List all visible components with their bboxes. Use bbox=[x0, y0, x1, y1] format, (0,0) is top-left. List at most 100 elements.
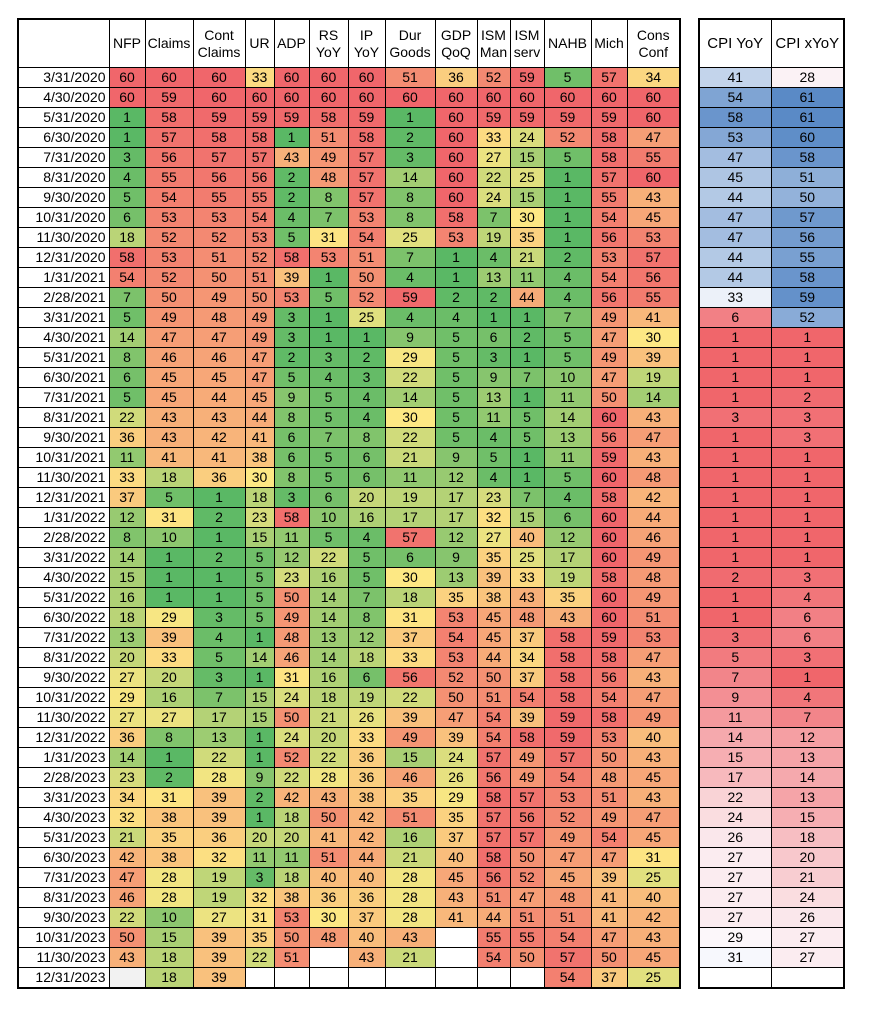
rank-cell: 55 bbox=[192, 187, 246, 208]
rank-cell: 1 bbox=[308, 267, 349, 288]
cpi-cell: 1 bbox=[770, 667, 845, 688]
table-row: 9/30/2020 5 54 55 55 2 8 57 8 60 24 15 1 55 43 bbox=[17, 187, 681, 208]
rank-cell: 23 bbox=[476, 487, 511, 508]
rank-cell: 59 bbox=[144, 87, 194, 108]
rank-cell: 19 bbox=[384, 487, 436, 508]
cpi-cell: 52 bbox=[770, 307, 845, 328]
rank-cell: 7 bbox=[192, 687, 246, 708]
table-row: 7/31/2023 47 28 19 3 18 40 40 28 45 56 52 45 39 25 bbox=[17, 867, 681, 888]
rank-cell: 43 bbox=[626, 667, 681, 688]
rank-cell: 26 bbox=[347, 707, 386, 728]
rank-cell: 55 bbox=[244, 187, 275, 208]
rank-cell: 56 bbox=[192, 167, 246, 188]
rank-cell: 55 bbox=[476, 927, 511, 948]
date-cell: 1/31/2022 bbox=[17, 507, 110, 528]
rank-cell: 2 bbox=[273, 187, 310, 208]
rank-cell: 6 bbox=[273, 447, 310, 468]
rank-cell: 47 bbox=[192, 327, 246, 348]
rank-cell: 54 bbox=[476, 947, 511, 968]
rank-cell: 18 bbox=[144, 967, 194, 989]
cpi-row: 24 15 bbox=[698, 807, 845, 828]
cpi-cell: 57 bbox=[770, 207, 845, 228]
rank-cell: 25 bbox=[509, 167, 545, 188]
rank-cell: 4 bbox=[476, 247, 511, 268]
date-cell: 3/31/2020 bbox=[17, 67, 110, 88]
rank-cell: 33 bbox=[384, 647, 436, 668]
table-row: 3/31/2022 14 1 2 5 12 22 5 6 9 35 25 17 60 49 bbox=[17, 547, 681, 568]
rank-cell: 50 bbox=[273, 587, 310, 608]
rank-cell: 60 bbox=[108, 87, 146, 108]
rank-cell: 35 bbox=[384, 787, 436, 808]
table-row: 9/30/2023 22 10 27 31 53 30 37 28 41 44 51 51 41 42 bbox=[17, 907, 681, 928]
cpi-cell: 3 bbox=[770, 427, 845, 448]
rank-cell: 14 bbox=[626, 387, 681, 408]
rank-cell: 19 bbox=[192, 887, 246, 908]
rank-cell: 49 bbox=[626, 587, 681, 608]
rank-cell: 14 bbox=[384, 167, 436, 188]
rank-cell: 51 bbox=[509, 907, 545, 928]
rank-cell: 18 bbox=[108, 607, 146, 628]
rank-cell: 19 bbox=[347, 687, 386, 708]
rank-cell: 41 bbox=[144, 447, 194, 468]
rank-cell: 22 bbox=[244, 947, 275, 968]
rank-cell: 53 bbox=[244, 227, 275, 248]
rank-cell: 18 bbox=[384, 587, 436, 608]
table-row: 7/31/2020 3 56 57 57 43 49 57 3 60 27 15 5 58 55 bbox=[17, 147, 681, 168]
rank-cell: 50 bbox=[273, 927, 310, 948]
rank-cell: 39 bbox=[273, 267, 310, 288]
rank-cell: 41 bbox=[590, 907, 628, 928]
rank-cell: 33 bbox=[509, 567, 545, 588]
rank-cell: 59 bbox=[509, 107, 545, 128]
rank-cell: 40 bbox=[347, 867, 386, 888]
rank-cell: 10 bbox=[308, 507, 349, 528]
rank-cell: 36 bbox=[347, 747, 386, 768]
rank-cell: 49 bbox=[590, 307, 628, 328]
rank-cell: 43 bbox=[626, 187, 681, 208]
column-header: Cont Claims bbox=[192, 18, 246, 68]
column-header: ISM Man bbox=[476, 18, 511, 68]
rank-cell: 1 bbox=[308, 307, 349, 328]
rank-cell: 24 bbox=[273, 687, 310, 708]
rank-cell: 24 bbox=[273, 727, 310, 748]
rank-cell: 28 bbox=[384, 867, 436, 888]
cpi-cell: 41 bbox=[698, 67, 772, 88]
rank-cell: 3 bbox=[476, 347, 511, 368]
rank-cell: 48 bbox=[308, 927, 349, 948]
rank-cell: 21 bbox=[509, 247, 545, 268]
rank-cell: 2 bbox=[273, 347, 310, 368]
cpi-row: 53 60 bbox=[698, 127, 845, 148]
rank-cell: 33 bbox=[476, 127, 511, 148]
rank-cell: 25 bbox=[626, 867, 681, 888]
rank-cell: 13 bbox=[108, 627, 146, 648]
cpi-cell: 1 bbox=[698, 447, 772, 468]
cpi-row: 17 14 bbox=[698, 767, 845, 788]
rank-cell: 13 bbox=[476, 267, 511, 288]
rank-cell: 10 bbox=[144, 907, 194, 928]
date-cell: 9/30/2020 bbox=[17, 187, 110, 208]
rank-cell: 49 bbox=[192, 287, 246, 308]
table-row: 6/30/2020 1 57 58 58 1 51 58 2 60 33 24 52 58 47 bbox=[17, 127, 681, 148]
rank-cell: 53 bbox=[192, 207, 246, 228]
rank-cell: 54 bbox=[476, 707, 511, 728]
rank-cell: 52 bbox=[509, 867, 545, 888]
rank-cell: 41 bbox=[590, 887, 628, 908]
rank-cell: 44 bbox=[192, 387, 246, 408]
rank-cell: 60 bbox=[590, 467, 628, 488]
rank-cell: 45 bbox=[144, 367, 194, 388]
rank-cell: 30 bbox=[384, 567, 436, 588]
rank-cell: 5 bbox=[434, 347, 478, 368]
cpi-cell: 1 bbox=[698, 327, 772, 348]
rank-cell: 37 bbox=[384, 627, 436, 648]
rank-cell: 17 bbox=[434, 487, 478, 508]
rank-cell: 35 bbox=[144, 827, 194, 848]
rank-cell: 5 bbox=[273, 367, 310, 388]
rank-cell: 6 bbox=[308, 487, 349, 508]
rank-cell: 19 bbox=[192, 867, 246, 888]
rank-cell: 4 bbox=[476, 467, 511, 488]
rank-cell: 40 bbox=[626, 727, 681, 748]
rank-cell: 45 bbox=[626, 207, 681, 228]
rank-cell: 4 bbox=[476, 427, 511, 448]
rank-cell: 52 bbox=[144, 267, 194, 288]
rank-cell: 11 bbox=[509, 267, 545, 288]
